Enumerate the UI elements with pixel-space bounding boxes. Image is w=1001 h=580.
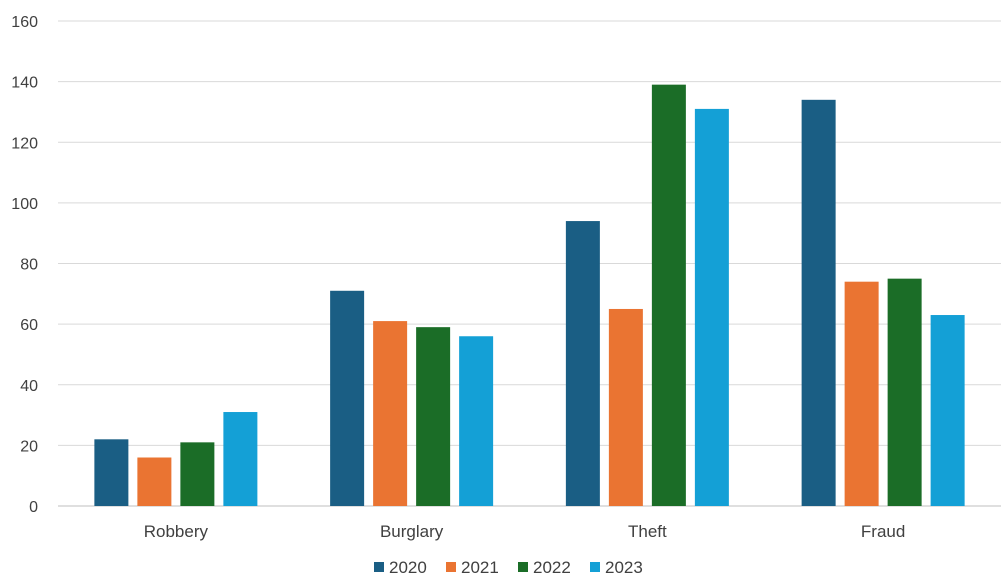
y-tick-label: 40 bbox=[20, 378, 38, 395]
legend-item-2020: 2020 bbox=[374, 558, 427, 577]
y-tick-label: 20 bbox=[20, 438, 38, 455]
bar-theft-2021 bbox=[608, 308, 643, 506]
bar-robbery-2022 bbox=[180, 442, 215, 506]
bar-fraud-2022 bbox=[887, 278, 922, 506]
x-category-label: Theft bbox=[628, 522, 667, 541]
bar-robbery-2020 bbox=[94, 439, 129, 506]
bar-burglary-2023 bbox=[459, 336, 494, 506]
x-category-label: Fraud bbox=[861, 522, 905, 541]
legend-label: 2023 bbox=[605, 558, 643, 577]
x-category-label: Burglary bbox=[380, 522, 444, 541]
legend-label: 2022 bbox=[533, 558, 571, 577]
bar-burglary-2021 bbox=[373, 321, 408, 506]
bar-burglary-2022 bbox=[416, 327, 451, 506]
x-category-label: Robbery bbox=[144, 522, 209, 541]
legend-label: 2021 bbox=[461, 558, 499, 577]
legend-swatch bbox=[374, 562, 384, 572]
bar-fraud-2023 bbox=[930, 315, 965, 506]
y-tick-label: 120 bbox=[11, 135, 38, 152]
legend-label: 2020 bbox=[389, 558, 427, 577]
legend-item-2021: 2021 bbox=[446, 558, 499, 577]
legend-swatch bbox=[590, 562, 600, 572]
bars bbox=[94, 84, 965, 506]
x-axis-category-labels: Robbery Burglary Theft Fraud bbox=[144, 522, 906, 541]
bar-burglary-2020 bbox=[330, 290, 365, 506]
bar-fraud-2020 bbox=[801, 99, 836, 506]
bar-theft-2023 bbox=[694, 108, 729, 506]
legend-swatch bbox=[518, 562, 528, 572]
bar-fraud-2021 bbox=[844, 281, 879, 506]
legend: 2020 2021 2022 2023 bbox=[374, 558, 643, 577]
y-axis-tick-labels: 0 20 40 60 80 100 120 140 160 bbox=[11, 14, 38, 516]
y-tick-label: 0 bbox=[29, 499, 38, 516]
y-tick-label: 160 bbox=[11, 14, 38, 31]
bar-theft-2022 bbox=[651, 84, 686, 506]
y-tick-label: 140 bbox=[11, 75, 38, 92]
bar-theft-2020 bbox=[565, 221, 600, 506]
y-tick-label: 60 bbox=[20, 317, 38, 334]
legend-item-2022: 2022 bbox=[518, 558, 571, 577]
legend-item-2023: 2023 bbox=[590, 558, 643, 577]
y-tick-label: 80 bbox=[20, 257, 38, 274]
bar-robbery-2021 bbox=[137, 457, 172, 506]
legend-swatch bbox=[446, 562, 456, 572]
y-tick-label: 100 bbox=[11, 196, 38, 213]
bar-robbery-2023 bbox=[223, 412, 258, 506]
gridlines bbox=[58, 20, 1001, 507]
